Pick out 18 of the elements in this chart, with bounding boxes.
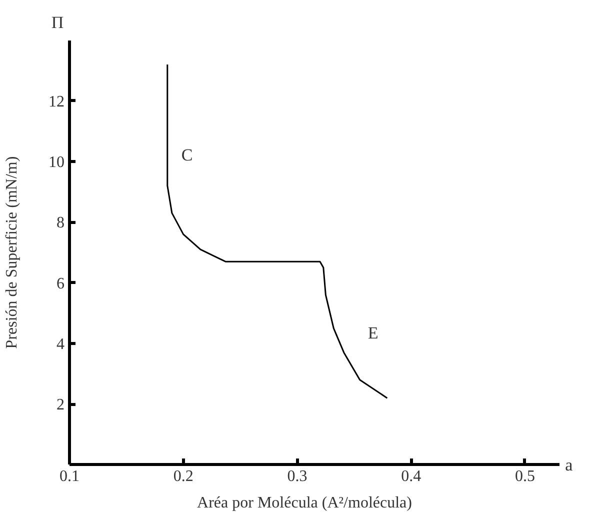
x-tick-label: 0.1 — [59, 468, 80, 485]
line-series — [166, 64, 388, 399]
x-axis-title: Aréa por Molécula (A²/molécula) — [197, 494, 412, 512]
text: a — [565, 455, 574, 474]
y-tick-label: 12 — [48, 93, 64, 110]
y-tick-label: 6 — [56, 275, 64, 292]
y-tick-label: 4 — [56, 336, 64, 353]
annotation: E — [368, 324, 378, 343]
x-tick-label: 0.3 — [287, 468, 308, 485]
y-axis-title: Presión de Superficie (mN/m) — [4, 156, 20, 349]
x-tick-label: 0.5 — [514, 468, 535, 485]
text: Π — [51, 13, 64, 32]
annotation: C — [181, 145, 193, 164]
y-tick-label: 2 — [56, 396, 64, 414]
x-tick-label: 0.4 — [401, 468, 422, 485]
y-tick-label: 10 — [48, 154, 64, 172]
y-tick-label: 8 — [56, 214, 64, 232]
x-tick-label: 0.2 — [173, 468, 194, 485]
